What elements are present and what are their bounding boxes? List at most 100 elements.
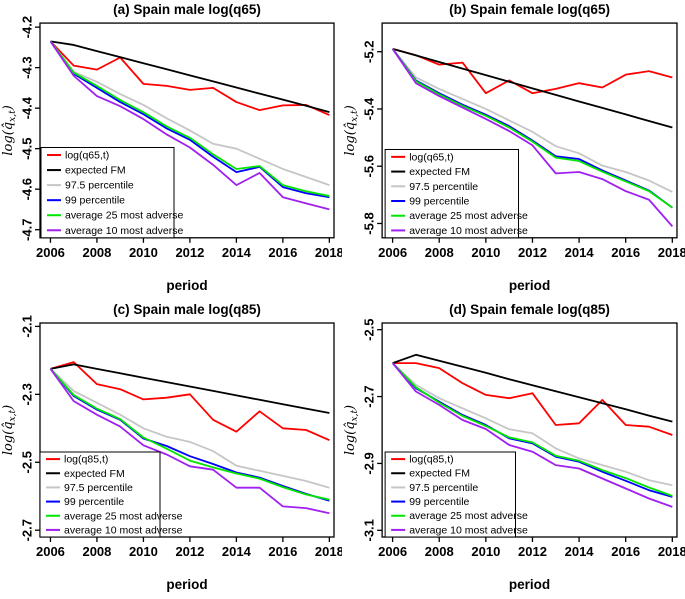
axis-box (39, 22, 335, 239)
series-line-expected-fm (392, 47, 673, 129)
chart-panel-d: (d) Spain female log(q85) period log(q̂x,t… (343, 302, 685, 592)
y-tick-label: -2.1 (19, 315, 34, 337)
panel-title: (d) Spain female log(q85) (449, 302, 610, 317)
x-tick-label: 2006 (36, 544, 65, 559)
series-line-expected-fm (392, 353, 673, 423)
x-tick-label: 2012 (518, 245, 547, 260)
y-tick-label: -3.1 (362, 519, 377, 541)
legend-label: expected FM (65, 165, 126, 177)
x-tick-label: 2012 (175, 245, 204, 260)
y-tick-label: -2.7 (19, 519, 34, 541)
axis-box (39, 322, 335, 538)
x-tick-label: 2014 (222, 245, 252, 260)
panel-b: (b) Spain female log(q65) period log(q̂x,t… (342, 0, 685, 300)
x-tick-label: 2016 (268, 245, 297, 260)
y-tick-label: -2.5 (19, 451, 34, 473)
legend-label: average 10 most adverse (65, 225, 183, 237)
legend-label: expected FM (409, 468, 470, 480)
x-tick-label: 2008 (425, 245, 454, 260)
x-tick-label: 2016 (268, 544, 297, 559)
chart-panel-a: (a) Spain male log(q65) period log(q̂x,t) 2… (1, 2, 342, 293)
y-tick-label: -4.4 (19, 96, 34, 119)
y-tick-label: -4.5 (19, 137, 34, 159)
legend-label: average 25 most adverse (65, 210, 183, 222)
series-line-average-25-most-adverse (49, 40, 330, 197)
legend-box (384, 451, 517, 538)
series-line-average-10-most-adverse (49, 40, 330, 211)
series-line-log-q85-t- (50, 361, 330, 442)
y-tick-label: -4.2 (19, 16, 34, 38)
y-axis-label: log(q̂x,t) (343, 105, 360, 155)
series-line-average-10-most-adverse (391, 48, 674, 227)
x-tick-label: 2008 (82, 245, 111, 260)
x-tick-label: 2010 (471, 245, 500, 260)
x-tick-label: 2014 (222, 544, 252, 559)
y-axis-label: log(q̂x,t) (1, 105, 18, 155)
y-axis-label: log(q̂x,t) (1, 405, 18, 455)
axis-box (381, 22, 678, 239)
legend-label: expected FM (409, 166, 470, 178)
legend-box (40, 146, 175, 239)
x-axis-label: period (509, 577, 550, 592)
panel-d: (d) Spain female log(q85) period log(q̂x,t… (342, 300, 685, 599)
x-tick-label: 2018 (315, 544, 342, 559)
series-line-average-10-most-adverse (49, 368, 330, 515)
series-line-99-percentile (49, 368, 330, 502)
legend-label: 99 percentile (65, 195, 125, 207)
x-tick-label: 2008 (82, 544, 111, 559)
y-tick-label: -2.7 (362, 385, 377, 407)
legend-label: average 25 most adverse (64, 510, 183, 522)
legend-label: 97.5 percentile (65, 180, 134, 192)
x-tick-label: 2010 (471, 544, 500, 559)
y-tick-label: -4.3 (19, 56, 34, 78)
panel-title: (b) Spain female log(q65) (449, 2, 610, 17)
x-axis-label: period (166, 577, 207, 592)
series-line-97-5-percentile (49, 368, 330, 489)
y-tick-label: -2.9 (362, 452, 377, 474)
legend-box (384, 148, 520, 239)
panel-a: (a) Spain male log(q65) period log(q̂x,t) 2… (0, 0, 342, 300)
y-tick-label: -5.6 (362, 155, 377, 177)
panel-c: (c) Spain male log(q85) period log(q̂x,t) 2… (0, 300, 342, 599)
x-tick-label: 2012 (518, 544, 547, 559)
x-axis-label: period (166, 278, 207, 293)
series-line-average-25-most-adverse (391, 362, 673, 497)
x-tick-label: 2012 (175, 544, 204, 559)
series-line-average-10-most-adverse (391, 362, 673, 508)
panel-title: (c) Spain male log(q85) (113, 302, 261, 317)
series-line-expected-fm (50, 363, 330, 414)
y-tick-label: -5.8 (362, 212, 377, 234)
chart-panel-b: (b) Spain female log(q65) period log(q̂x,t… (343, 2, 685, 293)
legend-label: log(q65,t) (409, 151, 453, 163)
x-tick-label: 2006 (378, 245, 407, 260)
legend-label: 97.5 percentile (409, 482, 478, 494)
series-line-97-5-percentile (391, 48, 673, 193)
y-tick-label: -2.3 (19, 383, 34, 405)
legend-label: average 10 most adverse (409, 524, 528, 536)
legend-label: 99 percentile (409, 496, 469, 508)
series-line-log-q65-t- (49, 40, 330, 116)
y-tick-label: -4.6 (19, 178, 34, 200)
x-tick-label: 2008 (425, 544, 454, 559)
chart-panel-c: (c) Spain male log(q85) period log(q̂x,t) 2… (1, 302, 342, 592)
x-tick-label: 2014 (565, 245, 595, 260)
legend-label: 99 percentile (409, 196, 469, 208)
y-tick-label: -4.7 (19, 218, 34, 240)
x-tick-label: 2016 (611, 544, 640, 559)
series-line-average-25-most-adverse (49, 368, 330, 501)
x-tick-label: 2018 (658, 544, 685, 559)
series-line-99-percentile (49, 40, 330, 199)
x-tick-label: 2006 (378, 544, 407, 559)
series-line-97-5-percentile (392, 362, 673, 487)
x-axis-label: period (509, 278, 550, 293)
legend-label: expected FM (64, 468, 125, 480)
x-tick-label: 2016 (611, 245, 640, 260)
y-tick-label: -5.2 (362, 40, 377, 62)
x-tick-label: 2010 (129, 245, 158, 260)
series-line-average-25-most-adverse (391, 48, 673, 209)
x-tick-label: 2014 (565, 544, 595, 559)
panel-title: (a) Spain male log(q65) (113, 2, 261, 17)
legend-label: average 25 most adverse (409, 210, 528, 222)
axis-box (381, 322, 678, 538)
